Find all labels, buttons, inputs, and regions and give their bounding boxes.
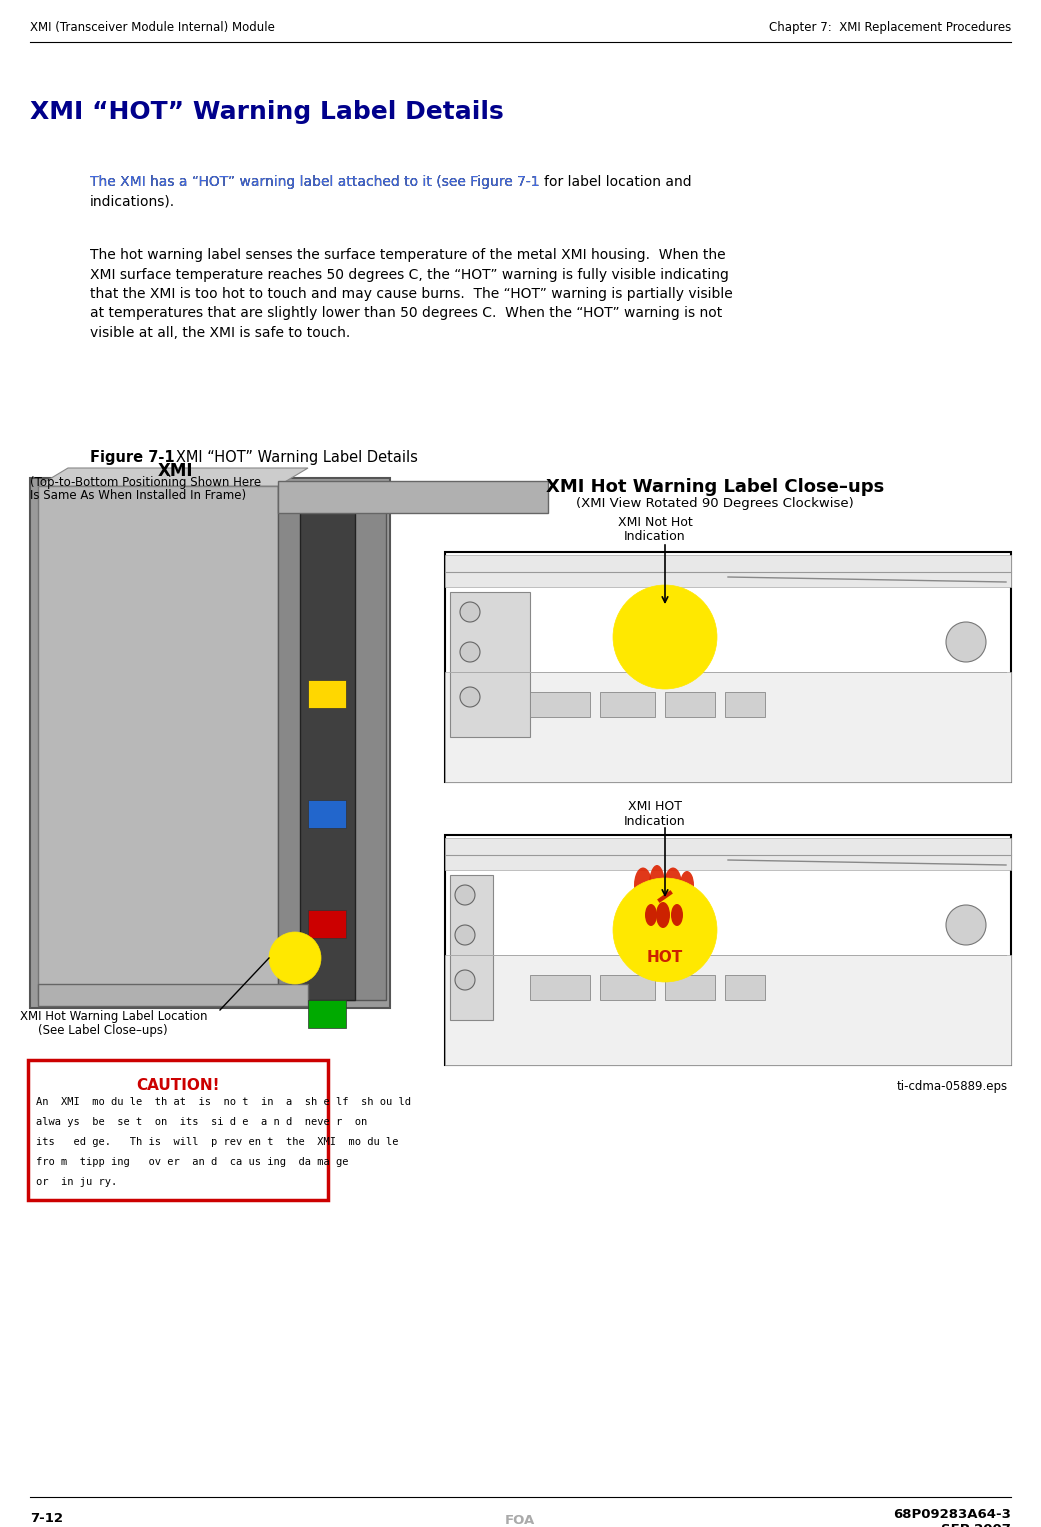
Bar: [300, 486, 355, 1000]
Circle shape: [613, 585, 717, 689]
Bar: [450, 875, 493, 1020]
Bar: [308, 680, 346, 709]
Text: XMI “HOT” Warning Label Details: XMI “HOT” Warning Label Details: [162, 450, 417, 466]
FancyBboxPatch shape: [28, 1060, 328, 1200]
Bar: [278, 481, 548, 513]
Bar: [600, 692, 655, 718]
Text: XMI “HOT” Warning Label Details: XMI “HOT” Warning Label Details: [30, 99, 504, 124]
Text: The XMI has a “HOT” warning label attached to it (see Figure 7-1: The XMI has a “HOT” warning label attach…: [90, 176, 539, 189]
Bar: [445, 554, 1011, 586]
Text: XMI HOT: XMI HOT: [628, 800, 682, 812]
Circle shape: [946, 906, 986, 945]
Bar: [39, 983, 308, 1006]
Text: XMI Hot Warning Label Close–ups: XMI Hot Warning Label Close–ups: [545, 478, 884, 496]
Text: CAUTION!: CAUTION!: [136, 1078, 220, 1093]
Bar: [450, 592, 530, 738]
Text: ti-cdma-05889.eps: ti-cdma-05889.eps: [897, 1080, 1008, 1093]
Ellipse shape: [680, 870, 694, 899]
Text: The XMI has a “HOT” warning label attached to it (see Figure 7-1 for label locat: The XMI has a “HOT” warning label attach…: [90, 176, 691, 209]
Bar: [39, 486, 278, 1000]
Text: its   ed ge.   Th is  will  p rev en t  the  XMI  mo du le: its ed ge. Th is will p rev en t the XMI…: [36, 1138, 399, 1147]
Text: An  XMI  mo du le  th at  is  no t  in  a  sh e lf  sh ou ld: An XMI mo du le th at is no t in a sh e …: [36, 1096, 411, 1107]
Text: alwa ys  be  se t  on  its  si d e  a n d  neve r  on: alwa ys be se t on its si d e a n d neve…: [36, 1116, 367, 1127]
Ellipse shape: [634, 867, 652, 902]
Bar: [30, 478, 390, 1008]
Text: or  in ju ry.: or in ju ry.: [36, 1177, 118, 1186]
Text: XMI Not Hot: XMI Not Hot: [617, 516, 692, 528]
Text: 68P09283A64-3: 68P09283A64-3: [893, 1509, 1011, 1521]
Bar: [725, 692, 765, 718]
Text: Indication: Indication: [625, 815, 686, 828]
Ellipse shape: [645, 904, 657, 925]
Bar: [530, 976, 590, 1000]
Text: The hot warning label senses the surface temperature of the metal XMI housing.  : The hot warning label senses the surface…: [90, 247, 733, 341]
Text: Chapter 7:  XMI Replacement Procedures: Chapter 7: XMI Replacement Procedures: [768, 21, 1011, 35]
Bar: [445, 954, 1011, 1064]
Circle shape: [460, 687, 480, 707]
Circle shape: [455, 970, 475, 989]
Circle shape: [460, 602, 480, 621]
Bar: [308, 800, 346, 828]
Ellipse shape: [649, 864, 665, 906]
Ellipse shape: [656, 902, 670, 928]
Text: Figure 7-1: Figure 7-1: [90, 450, 175, 466]
Circle shape: [455, 925, 475, 945]
Text: Is Same As When Installed In Frame): Is Same As When Installed In Frame): [30, 489, 246, 502]
Bar: [665, 976, 715, 1000]
Text: (XMI View Rotated 90 Degrees Clockwise): (XMI View Rotated 90 Degrees Clockwise): [576, 496, 854, 510]
Text: Indication: Indication: [625, 530, 686, 544]
Circle shape: [460, 641, 480, 663]
Text: fro m  tipp ing   ov er  an d  ca us ing  da ma ge: fro m tipp ing ov er an d ca us ing da m…: [36, 1157, 349, 1167]
Bar: [665, 692, 715, 718]
Text: XMI (Transceiver Module Internal) Module: XMI (Transceiver Module Internal) Module: [30, 21, 275, 35]
Bar: [725, 976, 765, 1000]
Ellipse shape: [671, 904, 683, 925]
Ellipse shape: [664, 867, 682, 902]
Circle shape: [269, 931, 321, 983]
Polygon shape: [39, 467, 308, 486]
Bar: [308, 910, 346, 938]
Bar: [445, 672, 1011, 782]
Circle shape: [946, 621, 986, 663]
Text: HOT: HOT: [646, 950, 683, 965]
Bar: [530, 692, 590, 718]
Bar: [445, 551, 1011, 782]
Bar: [278, 486, 386, 1000]
Circle shape: [613, 878, 717, 982]
Text: SEP 2007: SEP 2007: [941, 1522, 1011, 1527]
Text: XMI Hot Warning Label Location: XMI Hot Warning Label Location: [20, 1009, 207, 1023]
Text: FOA: FOA: [505, 1513, 535, 1527]
Bar: [445, 838, 1011, 870]
Bar: [445, 835, 1011, 1064]
Text: (Top-to-Bottom Positioning Shown Here: (Top-to-Bottom Positioning Shown Here: [30, 476, 261, 489]
Text: XMI: XMI: [157, 463, 193, 479]
Text: 7-12: 7-12: [30, 1512, 64, 1525]
Circle shape: [455, 886, 475, 906]
Text: (See Label Close–ups): (See Label Close–ups): [39, 1025, 168, 1037]
Bar: [308, 1000, 346, 1028]
Bar: [600, 976, 655, 1000]
